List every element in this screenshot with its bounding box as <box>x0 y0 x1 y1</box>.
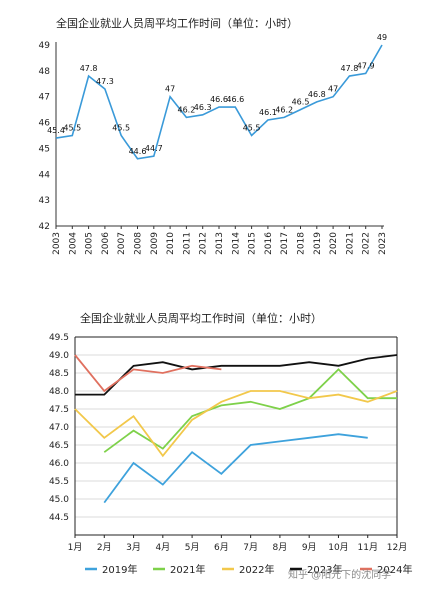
chart1-data-label: 46.6 <box>226 95 244 104</box>
chart2-series-line <box>74 354 222 393</box>
chart1-x-tick-label: 2016 <box>264 232 274 255</box>
chart1-series <box>55 44 383 160</box>
chart1-data-label: 44.7 <box>145 144 163 153</box>
chart2-x-tick-label: 4月 <box>155 542 170 553</box>
chart1-line <box>55 44 383 160</box>
chart1-data-label: 46.2 <box>275 105 293 114</box>
chart1-data-labels: 45.445.547.847.345.544.644.74746.246.346… <box>47 33 387 156</box>
chart1-x-tick-label: 2013 <box>215 232 225 255</box>
chart1-data-label: 47.9 <box>357 61 375 70</box>
chart1-axes: 42 43 44 45 46 47 48 49 2003 2004 2005 2006 2007 2008… <box>39 41 388 255</box>
chart2-axes: 44.5 45.0 45.5 46.0 46.5 47.0 47.5 48.0 48.5 49.0… <box>49 333 407 553</box>
chart2-y-tick-label: 44.5 <box>49 513 69 523</box>
chart1-data-label: 46.3 <box>194 103 212 112</box>
chart2-y-tick-label: 46.0 <box>49 459 69 469</box>
annual-hours-chart: 全国企业就业人员周平均工作时间（单位：小时） 42 43 44 45 46 47 48 49 2… <box>39 16 388 255</box>
chart1-data-label: 45.5 <box>63 124 81 133</box>
chart1-data-label: 45.5 <box>243 124 261 133</box>
chart1-x-tick-label: 2005 <box>85 232 95 255</box>
chart1-y-tick-label: 42 <box>39 222 50 232</box>
chart2-y-tick-label: 46.5 <box>49 441 69 451</box>
chart2-y-tick-label: 48.5 <box>49 369 69 379</box>
legend-label: 2022年 <box>239 563 274 576</box>
chart2-x-tick-label: 3月 <box>126 542 141 553</box>
chart1-x-tick-label: 2020 <box>329 232 339 255</box>
chart1-x-tick-label: 2017 <box>280 232 290 255</box>
chart2-x-tick-label: 10月 <box>328 542 348 553</box>
chart1-data-label: 46.8 <box>308 90 326 99</box>
chart2-x-tick-label: 2月 <box>97 542 112 553</box>
chart2-series-line <box>103 368 397 453</box>
chart1-y-tick-label: 49 <box>39 41 51 51</box>
legend-label: 2023年 <box>307 563 342 576</box>
chart1-y-tick-label: 46 <box>39 119 51 129</box>
chart1-data-label: 46.1 <box>259 108 277 117</box>
chart1-x-tick-label: 2018 <box>297 232 307 255</box>
chart1-data-label: 47.8 <box>340 64 358 73</box>
chart1-data-label: 45.5 <box>112 124 130 133</box>
chart2-y-tick-label: 49.5 <box>49 333 69 343</box>
chart1-x-tick-label: 2007 <box>117 232 127 255</box>
chart2-series-line <box>75 354 398 396</box>
chart2-series <box>74 354 398 504</box>
chart2-x-tick-label: 12月 <box>387 542 407 553</box>
chart2-x-tick-label: 1月 <box>68 542 83 553</box>
chart1-data-label: 47 <box>165 85 175 94</box>
monthly-hours-chart: 全国企业就业人员周平均工作时间（单位：小时） 44.545.045.546.04… <box>49 311 413 581</box>
chart1-data-label: 46.2 <box>177 105 195 114</box>
chart2-series-line <box>74 390 398 458</box>
legend-label: 2019年 <box>102 563 137 576</box>
chart2-x-tick-label: 5月 <box>185 542 200 553</box>
chart1-y-tick-label: 44 <box>39 170 51 180</box>
chart1-x-tick-label: 2008 <box>134 232 144 255</box>
chart1-y-tick-label: 48 <box>39 67 51 77</box>
chart1-x-tick-label: 2012 <box>199 232 209 255</box>
chart2-series-line <box>103 433 368 504</box>
chart1-x-tick-label: 2019 <box>313 232 323 255</box>
chart1-data-label: 45.4 <box>47 126 65 135</box>
chart1-data-label: 47.8 <box>80 64 98 73</box>
chart2-legend: 2019年 2021年 2022年 2023年 2024年 <box>85 563 412 576</box>
chart1-data-label: 44.6 <box>129 147 147 156</box>
chart2-y-tick-label: 45.0 <box>49 495 69 505</box>
chart1-title: 全国企业就业人员周平均工作时间（单位：小时） <box>56 16 298 30</box>
chart2-y-tick-label: 45.5 <box>49 477 69 487</box>
chart1-x-tick-label: 2022 <box>362 232 372 255</box>
chart2-y-tick-label: 47.0 <box>49 423 69 433</box>
chart1-x-tick-label: 2006 <box>101 232 111 255</box>
chart1-x-tick-label: 2010 <box>166 232 176 255</box>
chart2-title: 全国企业就业人员周平均工作时间（单位：小时） <box>80 311 322 325</box>
chart2-y-tick-label: 47.5 <box>49 405 69 415</box>
chart1-data-label: 46.5 <box>292 98 310 107</box>
chart1-x-tick-label: 2009 <box>150 232 160 255</box>
legend-label: 2024年 <box>377 563 412 576</box>
chart2-x-tick-label: 11月 <box>358 542 378 553</box>
chart1-y-tick-label: 43 <box>39 196 50 206</box>
chart1-x-tick-label: 2015 <box>248 232 258 255</box>
chart1-x-tick-label: 2011 <box>182 232 192 255</box>
chart1-x-tick-label: 2023 <box>378 232 388 255</box>
chart1-data-label: 49 <box>377 33 387 42</box>
chart1-data-label: 47 <box>328 85 338 94</box>
chart2-x-tick-label: 8月 <box>273 542 288 553</box>
chart2-x-tick-label: 9月 <box>302 542 317 553</box>
watermark-text: 知乎 @阳光下的沈同学 <box>288 568 391 581</box>
chart2-x-tick-label: 7月 <box>243 542 258 553</box>
chart2-y-tick-label: 48.0 <box>49 387 69 397</box>
chart1-x-tick-label: 2014 <box>231 232 241 255</box>
chart2-x-tick-label: 6月 <box>214 542 229 553</box>
chart1-y-tick-label: 47 <box>39 93 50 103</box>
legend-label: 2021年 <box>170 563 205 576</box>
chart1-x-tick-label: 2021 <box>345 232 355 255</box>
chart1-x-tick-label: 2004 <box>68 232 78 255</box>
chart1-x-tick-label: 2003 <box>52 232 62 255</box>
chart1-data-label: 47.3 <box>96 77 114 86</box>
chart1-y-tick-label: 45 <box>39 144 50 154</box>
chart2-y-tick-label: 49.0 <box>49 351 69 361</box>
chart1-data-label: 46.6 <box>210 95 228 104</box>
